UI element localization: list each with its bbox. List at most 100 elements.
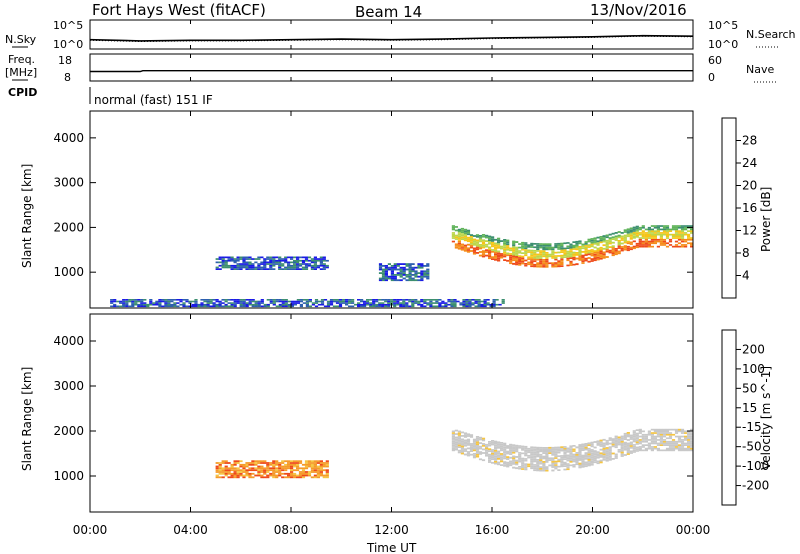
cell <box>481 437 486 440</box>
cell <box>143 303 147 306</box>
cell <box>491 249 495 251</box>
cell <box>668 437 673 440</box>
cell <box>173 299 177 301</box>
cell <box>632 235 636 237</box>
cell <box>584 444 588 447</box>
cell <box>503 244 507 247</box>
cell <box>296 256 300 259</box>
cell <box>236 302 240 304</box>
cell <box>459 302 463 304</box>
cell <box>472 447 477 450</box>
cell <box>665 433 670 436</box>
cell <box>239 465 243 468</box>
cell <box>260 467 264 470</box>
cell <box>641 244 645 246</box>
cell <box>641 433 645 436</box>
cell <box>690 432 694 434</box>
cell <box>512 466 516 469</box>
cell <box>611 250 615 253</box>
cell <box>485 447 489 450</box>
cell <box>521 461 525 463</box>
cell <box>560 265 564 267</box>
cell <box>390 275 394 278</box>
cell <box>497 241 501 244</box>
cell <box>557 265 561 268</box>
cell <box>227 462 231 464</box>
cpid-label: CPID <box>8 86 37 99</box>
cell <box>155 303 159 306</box>
cell <box>687 440 691 443</box>
cell <box>587 447 591 450</box>
cell <box>500 240 504 242</box>
cell <box>384 277 388 280</box>
cell <box>530 261 534 264</box>
cell <box>542 464 546 467</box>
cell <box>414 272 418 274</box>
cell <box>680 444 685 446</box>
cell <box>399 270 403 273</box>
cell <box>638 428 642 431</box>
cell <box>299 299 303 301</box>
cell <box>569 445 573 448</box>
cell <box>478 244 483 246</box>
cell <box>620 439 624 441</box>
cell <box>629 436 633 439</box>
cell <box>674 235 679 238</box>
cell <box>408 270 412 273</box>
noise-series-nsky <box>89 34 694 42</box>
cell <box>200 302 204 304</box>
cell <box>284 305 288 308</box>
cell <box>687 233 691 236</box>
cell <box>260 460 264 463</box>
cell <box>680 228 685 231</box>
cell <box>687 432 691 434</box>
cell <box>650 237 654 239</box>
cell <box>539 453 543 456</box>
cell <box>263 471 267 473</box>
cell <box>227 305 231 308</box>
cell <box>411 266 415 269</box>
cell <box>623 454 627 456</box>
cell <box>575 246 579 249</box>
cell <box>248 261 252 264</box>
cell <box>227 264 231 267</box>
cell <box>494 251 498 254</box>
cell <box>560 260 564 262</box>
cell <box>332 305 337 308</box>
date-label: 13/Nov/2016 <box>590 1 687 19</box>
cell <box>266 467 270 470</box>
cell <box>375 299 379 301</box>
cell <box>599 448 603 451</box>
cell <box>665 228 670 231</box>
cell <box>460 449 464 451</box>
cell <box>384 275 388 278</box>
cell <box>590 254 594 257</box>
cell <box>342 299 346 301</box>
cell <box>596 256 600 259</box>
cell <box>653 442 657 445</box>
cell <box>167 299 171 301</box>
cell <box>644 245 648 248</box>
cell <box>626 433 630 436</box>
cell <box>426 272 430 274</box>
cell <box>182 305 186 308</box>
cell <box>248 263 252 265</box>
cell <box>668 238 673 241</box>
cell <box>530 254 534 257</box>
cell <box>491 456 495 459</box>
cell <box>533 263 537 266</box>
cell <box>239 302 243 304</box>
cell <box>313 264 317 267</box>
cell <box>644 228 648 231</box>
cell <box>674 447 679 450</box>
cell <box>503 444 507 447</box>
cell <box>469 243 474 245</box>
cell <box>322 266 326 269</box>
cell <box>488 455 492 458</box>
cell <box>617 231 621 233</box>
cell <box>369 303 373 306</box>
cell <box>650 228 654 231</box>
cell <box>475 441 480 444</box>
cell <box>629 231 633 233</box>
cell <box>469 448 474 451</box>
